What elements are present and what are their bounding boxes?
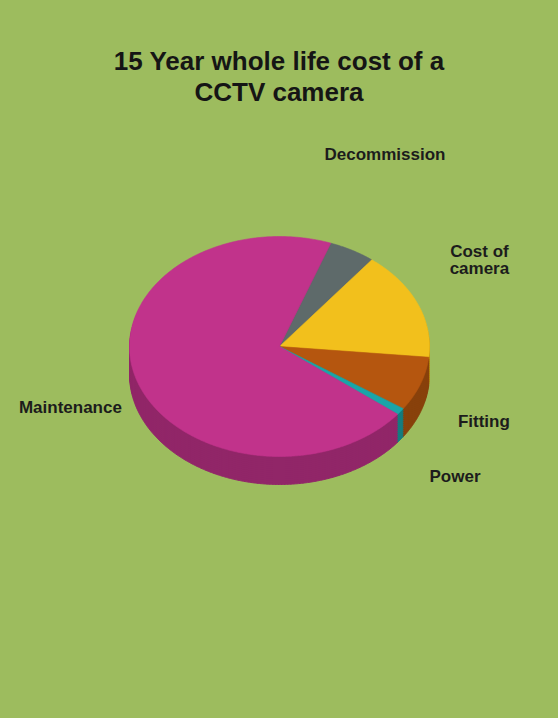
svg-text:Maintenance: Maintenance bbox=[19, 398, 122, 417]
svg-text:Decommission: Decommission bbox=[324, 145, 445, 164]
svg-text:Fitting: Fitting bbox=[458, 412, 510, 431]
html-text:15 Year whole life cost of a C: 15 Year whole life cost of a CCTV camera bbox=[113, 46, 445, 107]
svg-text:Power: Power bbox=[429, 467, 480, 486]
svg-text:Cost ofcamera: Cost ofcamera bbox=[450, 242, 510, 278]
